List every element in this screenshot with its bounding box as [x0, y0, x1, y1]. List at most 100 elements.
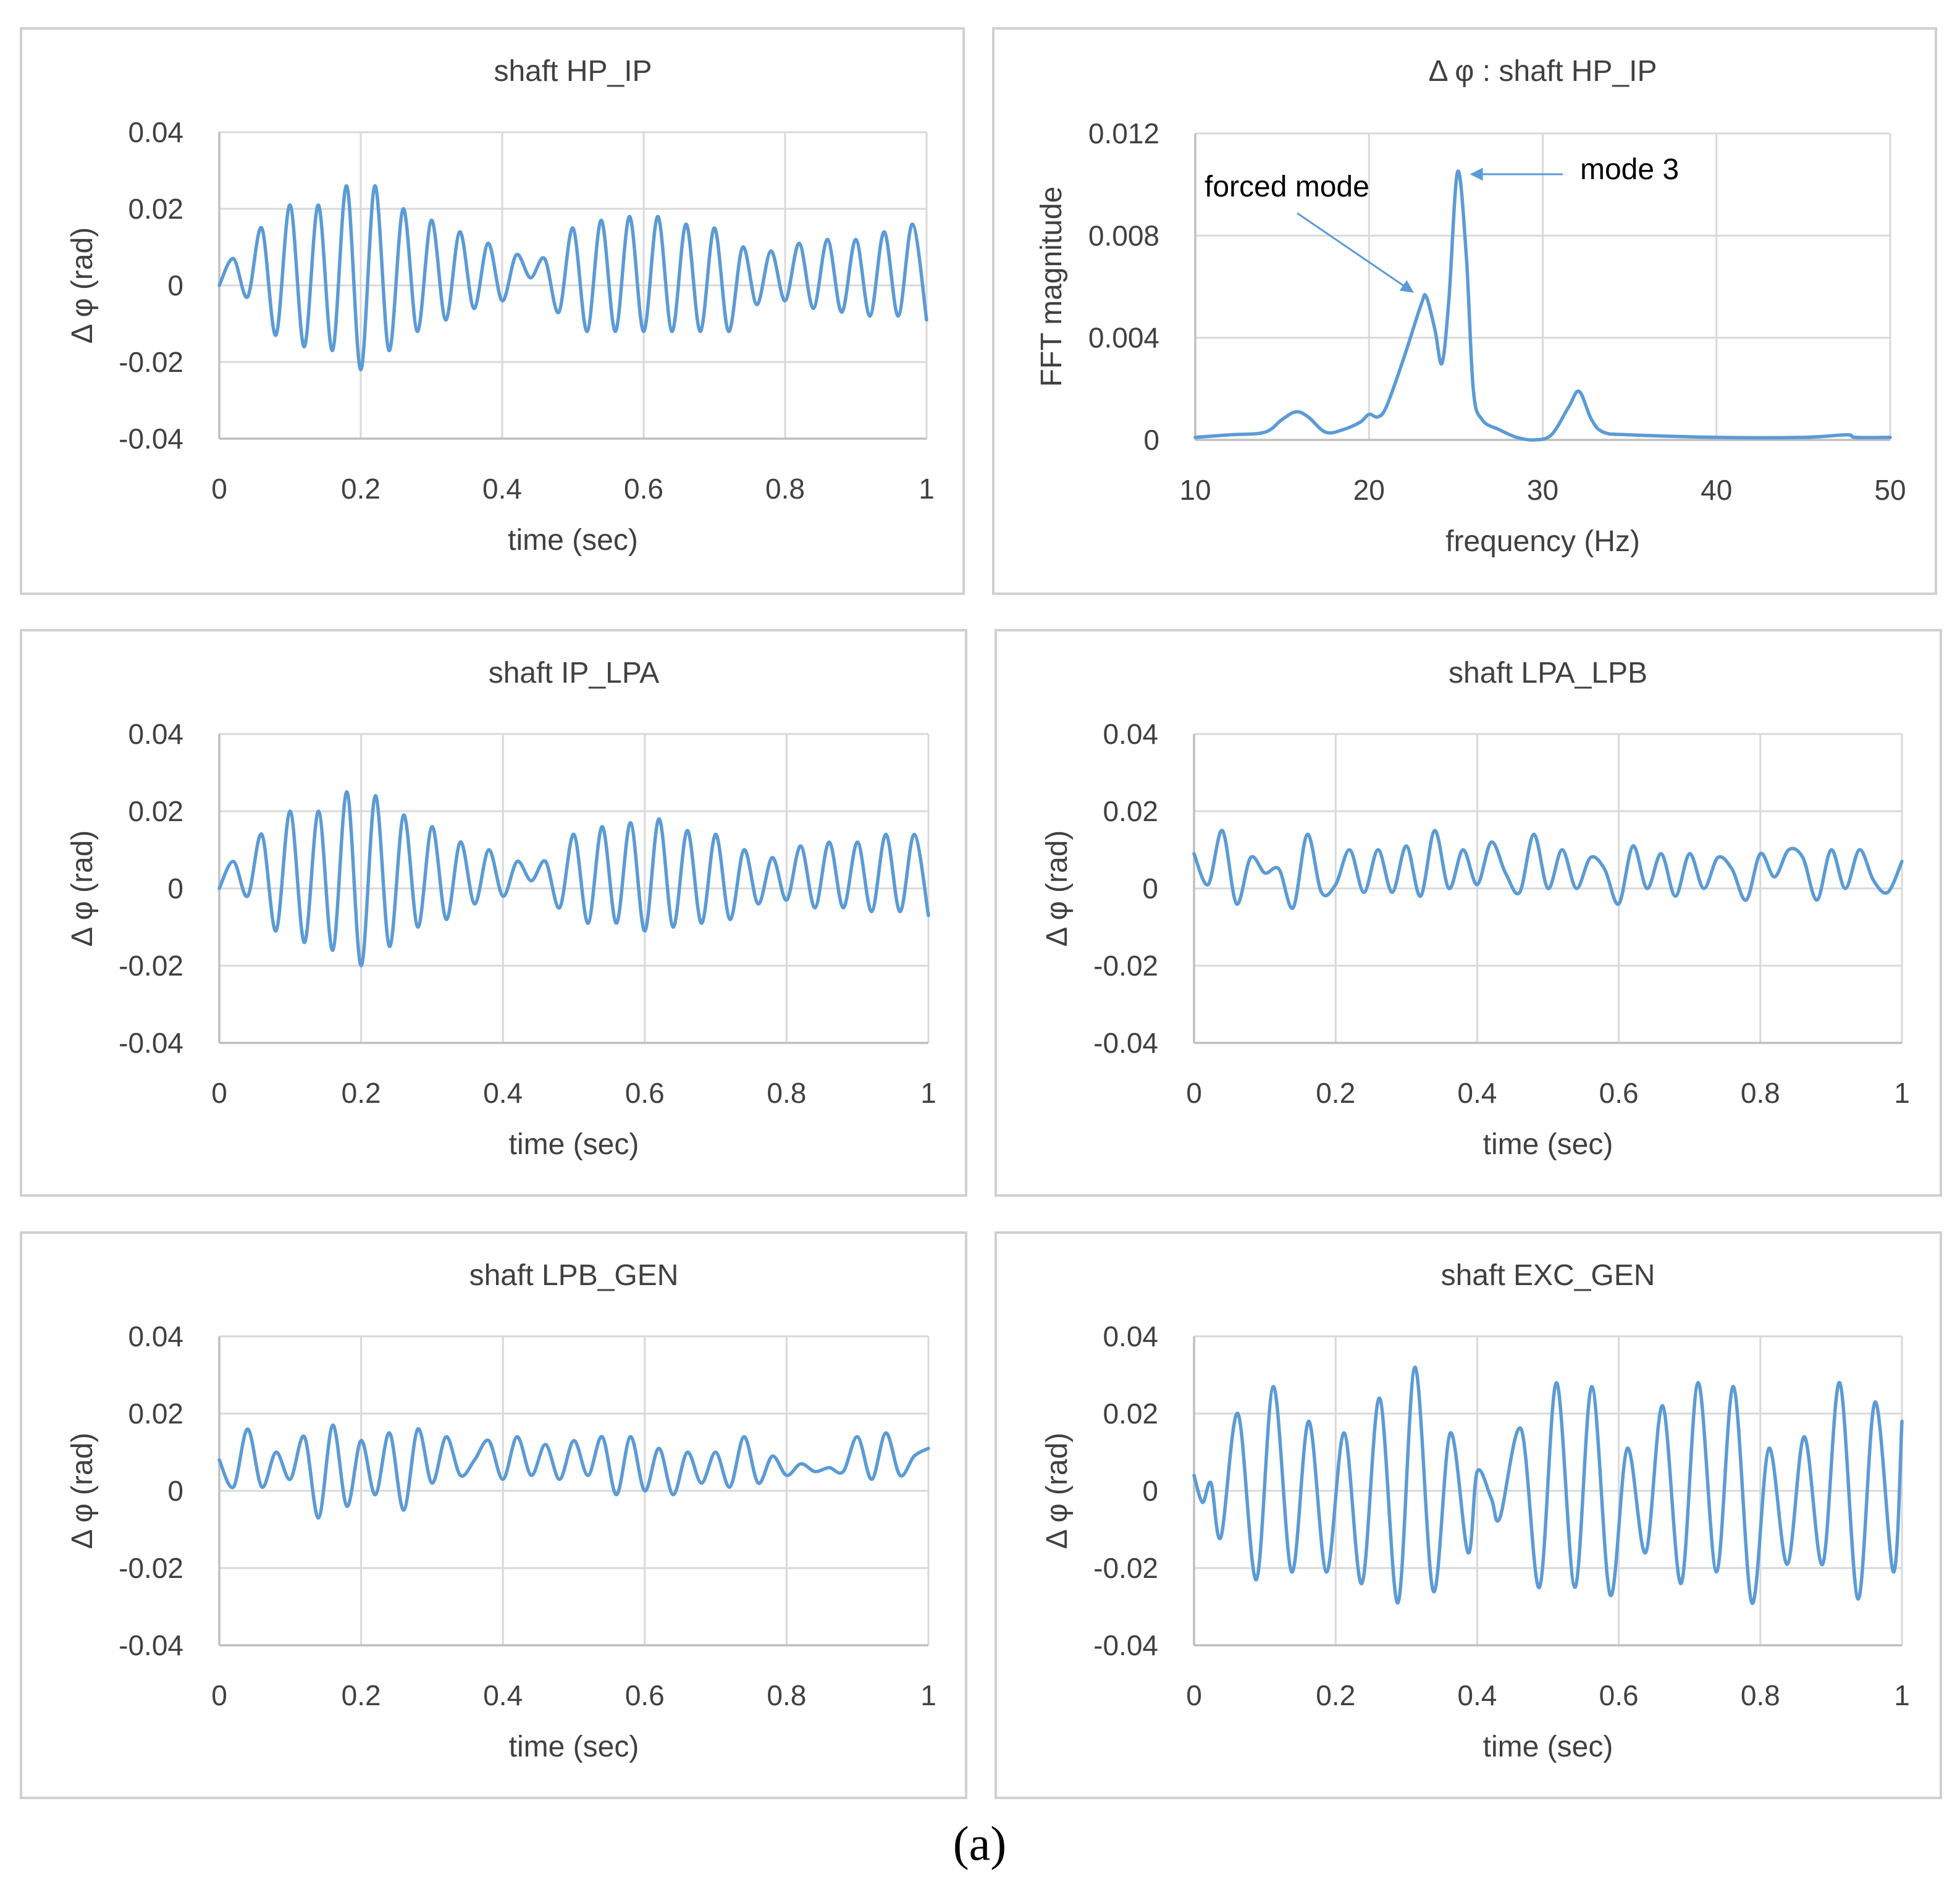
x-axis-label: time (sec) [508, 524, 638, 557]
x-tick-label: 0.8 [1741, 1679, 1780, 1711]
x-axis-label: time (sec) [509, 1731, 639, 1763]
x-axis-label: frequency (Hz) [1445, 525, 1640, 558]
annotation-forced-mode: forced mode [1205, 171, 1369, 203]
x-tick-label: 0.6 [625, 1679, 665, 1711]
y-tick-label: 0 [167, 872, 183, 905]
x-tick-label: 0.8 [767, 1077, 806, 1109]
x-tick-label: 0.8 [765, 473, 805, 505]
series-line [1192, 1365, 1904, 1605]
y-tick-label: 0.04 [128, 718, 183, 750]
y-axis-label: FFT magnitude [1035, 187, 1068, 387]
series-line [1193, 169, 1892, 442]
x-tick-label: 0.6 [1599, 1679, 1639, 1711]
x-tick-label: 0.6 [625, 1077, 665, 1109]
series-line [217, 790, 930, 968]
y-tick-label: 0 [1143, 424, 1159, 456]
y-axis-label: Δ φ (rad) [1041, 830, 1074, 947]
y-tick-label: 0 [167, 1475, 183, 1507]
y-tick-label: 0 [167, 269, 183, 302]
y-tick-label: -0.04 [119, 423, 183, 455]
y-axis-label: Δ φ (rad) [66, 1433, 99, 1550]
chart-title: shaft HP_IP [494, 55, 652, 88]
chart-title: shaft EXC_GEN [1441, 1259, 1655, 1292]
x-axis-label: time (sec) [1483, 1731, 1613, 1763]
y-tick-label: 0 [1142, 872, 1158, 905]
y-tick-label: 0.02 [128, 795, 183, 827]
y-tick-label: -0.02 [1093, 1552, 1158, 1584]
y-axis-label: Δ φ (rad) [1041, 1433, 1074, 1550]
chart-ip_lpa_time: 0.04 0.02 0 -0.02 -0.04 0 0.2 0.4 0.6 0.8 1 shaft I… [20, 629, 967, 1197]
chart-frame [992, 27, 1937, 595]
x-tick-label: 1 [1894, 1077, 1910, 1109]
x-tick-label: 0.8 [1741, 1077, 1780, 1109]
y-tick-label: 0.02 [128, 193, 183, 225]
chart-title: shaft LPA_LPB [1449, 657, 1647, 689]
y-tick-label: 0.02 [1103, 795, 1158, 827]
y-tick-label: 0.04 [1103, 1320, 1158, 1352]
x-tick-label: 0.2 [1316, 1077, 1355, 1109]
chart-hp_ip_time: 0.04 0.02 0 -0.02 -0.04 0 0.2 0.4 0.6 0.8 1 shaft H… [20, 27, 965, 595]
chart-exc_gen_time: 0.04 0.02 0 -0.02 -0.04 0 0.2 0.4 0.6 0.8 1 shaft E… [995, 1231, 1942, 1799]
y-axis-label: Δ φ (rad) [66, 830, 99, 947]
x-tick-label: 0 [1186, 1679, 1202, 1711]
y-tick-label: 0.012 [1088, 117, 1159, 150]
series-line [217, 1423, 930, 1520]
y-tick-label: 0.02 [128, 1398, 183, 1430]
y-tick-label: -0.02 [119, 346, 183, 378]
y-tick-label: -0.02 [119, 1552, 183, 1584]
x-tick-label: 0.4 [1457, 1077, 1497, 1109]
y-tick-label: -0.04 [119, 1629, 183, 1661]
annotation-mode-3: mode 3 [1580, 153, 1679, 186]
x-tick-label: 30 [1527, 474, 1558, 506]
chart-title: shaft IP_LPA [489, 657, 660, 689]
x-axis-label: time (sec) [1483, 1128, 1613, 1161]
chart-lpa_lpb_time: 0.04 0.02 0 -0.02 -0.04 0 0.2 0.4 0.6 0.8 1 shaft L… [995, 629, 1942, 1197]
chart-title: shaft LPB_GEN [469, 1259, 679, 1292]
x-tick-label: 0.2 [342, 1679, 381, 1711]
x-tick-label: 0.2 [342, 1077, 381, 1109]
x-tick-label: 0.4 [1457, 1679, 1497, 1711]
y-tick-label: 0.04 [1103, 718, 1158, 750]
x-tick-label: 40 [1701, 474, 1732, 506]
chart-title: Δ φ : shaft HP_IP [1428, 55, 1657, 88]
x-tick-label: 0 [211, 473, 227, 505]
x-axis-label: time (sec) [509, 1128, 639, 1161]
x-tick-label: 1 [1894, 1679, 1910, 1711]
x-tick-label: 50 [1874, 474, 1906, 506]
x-tick-label: 1 [920, 1679, 936, 1711]
x-tick-label: 0.4 [483, 1679, 523, 1711]
x-tick-label: 0.2 [341, 473, 381, 505]
x-tick-label: 1 [920, 1077, 936, 1109]
charts-grid: 0.04 0.02 0 -0.02 -0.04 0 0.2 0.4 0.6 0.8 1 shaft H… [20, 27, 1942, 1799]
x-tick-label: 0.4 [482, 473, 522, 505]
x-tick-label: 1 [919, 473, 935, 505]
y-tick-label: -0.04 [1093, 1629, 1158, 1661]
chart-frame [995, 629, 1942, 1197]
annotation-arrow-forced-mode [1297, 212, 1414, 293]
x-tick-label: 20 [1353, 474, 1385, 506]
figure-label: (a) [953, 1816, 1007, 1870]
chart-frame [20, 27, 965, 595]
x-tick-label: 0.6 [624, 473, 663, 505]
y-tick-label: -0.02 [119, 950, 183, 982]
x-tick-label: 0 [1186, 1077, 1202, 1109]
y-tick-label: 0.04 [128, 1320, 183, 1352]
x-tick-label: 0 [211, 1679, 227, 1711]
y-tick-label: -0.04 [119, 1027, 183, 1059]
y-tick-label: 0.008 [1088, 219, 1159, 251]
y-tick-label: -0.04 [1093, 1027, 1158, 1059]
y-tick-label: 0.02 [1103, 1398, 1158, 1430]
x-tick-label: 10 [1179, 474, 1211, 506]
x-tick-label: 0.4 [483, 1077, 523, 1109]
chart-frame [20, 629, 967, 1197]
y-tick-label: 0.04 [128, 116, 183, 148]
x-tick-label: 0.2 [1316, 1679, 1355, 1711]
chart-hp_ip_fft: 0.012 0.008 0.004 0 10 20 30 40 50 Δ φ : shaft HP… [992, 27, 1937, 595]
x-tick-label: 0 [211, 1077, 227, 1109]
y-axis-label: Δ φ (rad) [66, 227, 99, 344]
chart-frame [995, 1231, 1942, 1799]
x-tick-label: 0.6 [1599, 1077, 1639, 1109]
chart-lpb_gen_time: 0.04 0.02 0 -0.02 -0.04 0 0.2 0.4 0.6 0.8 1 shaft L… [20, 1231, 967, 1799]
y-tick-label: 0 [1142, 1475, 1158, 1507]
